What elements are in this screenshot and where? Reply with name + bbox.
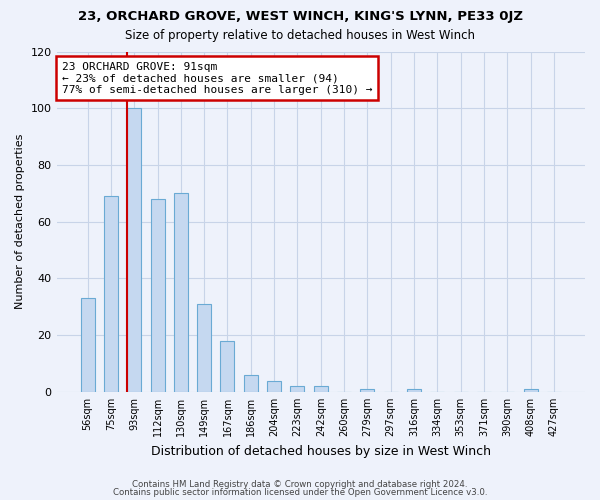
Text: Contains HM Land Registry data © Crown copyright and database right 2024.: Contains HM Land Registry data © Crown c… (132, 480, 468, 489)
Y-axis label: Number of detached properties: Number of detached properties (15, 134, 25, 310)
Bar (220, 341, 235, 392)
Bar (361, 389, 374, 392)
Text: 23 ORCHARD GROVE: 91sqm
← 23% of detached houses are smaller (94)
77% of semi-de: 23 ORCHARD GROVE: 91sqm ← 23% of detache… (62, 62, 373, 95)
Bar (80, 298, 95, 392)
Bar (407, 389, 421, 392)
Text: Contains public sector information licensed under the Open Government Licence v3: Contains public sector information licen… (113, 488, 487, 497)
Bar (267, 380, 281, 392)
Text: 23, ORCHARD GROVE, WEST WINCH, KING'S LYNN, PE33 0JZ: 23, ORCHARD GROVE, WEST WINCH, KING'S LY… (77, 10, 523, 23)
Bar (290, 386, 304, 392)
X-axis label: Distribution of detached houses by size in West Winch: Distribution of detached houses by size … (151, 444, 491, 458)
Bar (314, 386, 328, 392)
Bar (524, 389, 538, 392)
Text: Size of property relative to detached houses in West Winch: Size of property relative to detached ho… (125, 29, 475, 42)
Bar (197, 304, 211, 392)
Bar (104, 196, 118, 392)
Bar (151, 199, 164, 392)
Bar (127, 108, 141, 392)
Bar (174, 194, 188, 392)
Bar (244, 375, 258, 392)
